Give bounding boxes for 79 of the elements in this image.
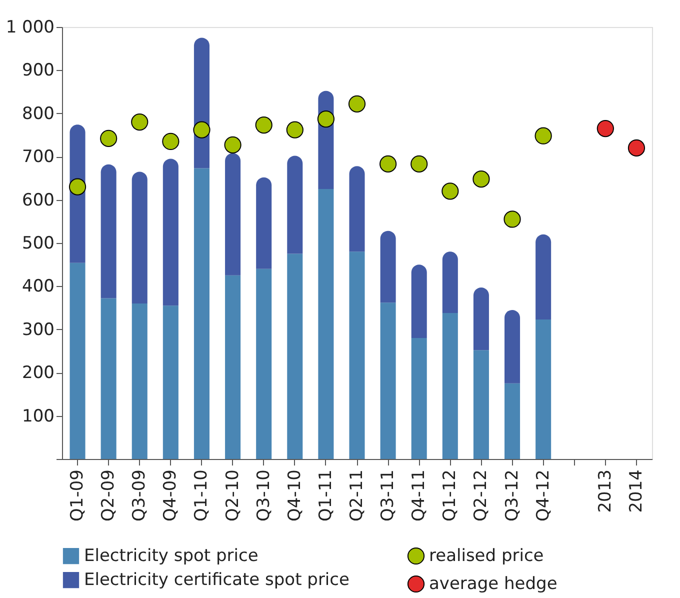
y-tick-label: 600: [22, 190, 54, 210]
legend-label: Electricity certificate spot price: [84, 570, 350, 590]
y-tick-label: 300: [22, 320, 54, 340]
bar: [536, 319, 552, 459]
bar: [225, 275, 241, 459]
x-tick-label: Q1-09: [68, 470, 88, 522]
point: [472, 170, 490, 188]
point: [193, 121, 210, 138]
x-tick-label: Q4-11: [409, 470, 430, 522]
x-tick-label: Q1-12: [440, 470, 460, 522]
bar: [473, 350, 489, 459]
point: [442, 182, 459, 200]
x-tick-label: 2013: [595, 470, 616, 513]
point: [162, 132, 180, 150]
y-tick-label: 200: [22, 363, 54, 384]
y-tick-label: 500: [22, 234, 54, 254]
bar: [442, 312, 458, 459]
x-tick-label: Q2-11: [347, 470, 367, 522]
x-tick-label: Q3-10: [254, 470, 274, 522]
x-tick-label: Q4-12: [533, 470, 554, 522]
bar: [287, 254, 303, 459]
bar: [132, 303, 148, 459]
bar: [349, 166, 365, 252]
bar: [349, 252, 365, 459]
x-tick-label: Q3-09: [130, 470, 150, 522]
bar: [287, 156, 303, 254]
y-tick-label: 100: [22, 406, 54, 426]
point: [224, 136, 242, 154]
x-tick-label: 2014: [626, 470, 646, 513]
x-tick-label: Q1-10: [192, 470, 212, 522]
bar: [132, 172, 148, 304]
bar: [256, 268, 272, 459]
bar: [504, 310, 520, 384]
point: [596, 120, 614, 138]
x-tick-label: Q3-12: [502, 470, 522, 522]
x-tick-label: Q2-10: [222, 470, 243, 522]
y-tick-label: 900: [22, 60, 54, 81]
bar: [162, 158, 178, 306]
legend-label: average hedge: [429, 574, 558, 594]
bar: [194, 168, 210, 459]
point: [317, 110, 335, 128]
bar: [162, 306, 178, 459]
point: [348, 95, 366, 112]
y-tick-label: 800: [22, 104, 54, 124]
bar: [536, 234, 552, 320]
x-tick-label: Q4-10: [284, 470, 305, 522]
bar: [380, 302, 396, 459]
point: [410, 155, 428, 172]
point: [504, 210, 521, 228]
bar: [411, 338, 427, 459]
point: [286, 121, 304, 138]
bar: [380, 230, 396, 303]
y-tick-label: 1 000: [6, 18, 54, 38]
bar: [100, 164, 116, 298]
x-tick-label: Q1-11: [316, 470, 336, 522]
bar: [504, 383, 520, 459]
bar: [442, 252, 458, 313]
point: [534, 127, 552, 144]
y-tick-label: 700: [22, 147, 54, 168]
x-tick-label: Q2-12: [471, 470, 492, 522]
x-tick-label: Q4-09: [160, 470, 181, 522]
bar: [100, 298, 116, 459]
bar: [256, 177, 272, 269]
bar: [225, 153, 241, 276]
point: [379, 155, 397, 172]
bar: [411, 264, 427, 338]
point: [100, 130, 118, 147]
x-tick-label: Q3-11: [378, 470, 398, 522]
point: [255, 116, 272, 134]
legend-label: realised price: [429, 546, 544, 566]
bar: [318, 189, 334, 459]
bar: [70, 262, 86, 459]
point: [131, 113, 148, 131]
legend-label: Electricity spot price: [84, 546, 258, 566]
y-tick-label: 400: [22, 276, 54, 297]
bar: [473, 287, 489, 350]
point: [628, 139, 646, 157]
point: [68, 178, 86, 196]
x-tick-label: Q2-09: [98, 470, 119, 522]
